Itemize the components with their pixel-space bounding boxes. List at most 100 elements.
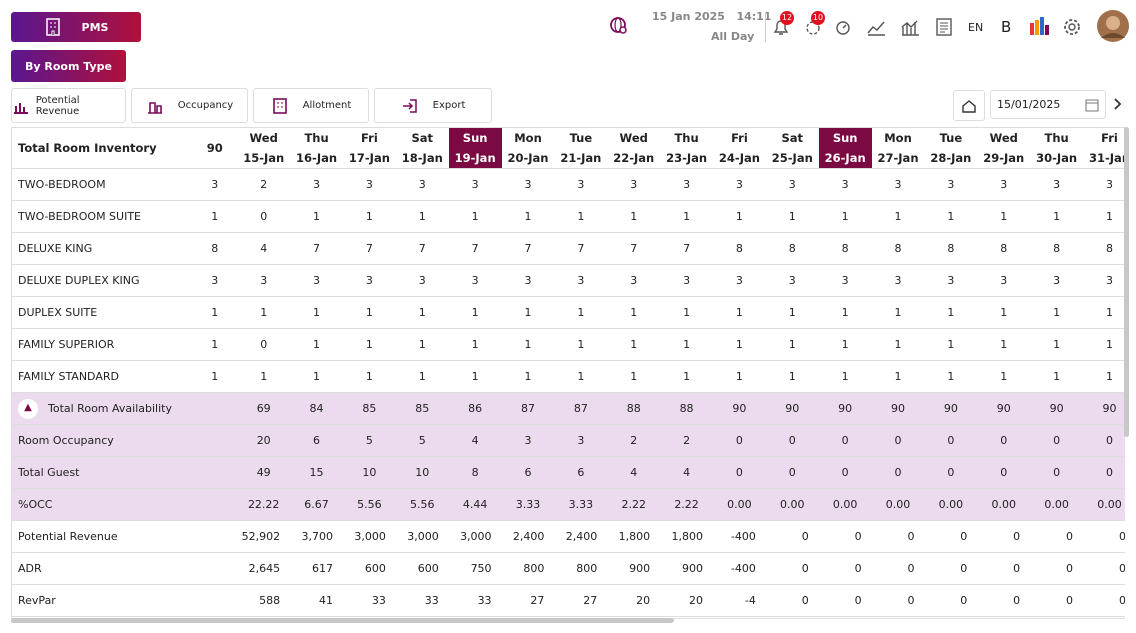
cell: 0.00 — [977, 488, 1031, 521]
cell: 6 — [554, 456, 608, 489]
v-scrollbar[interactable] — [1124, 127, 1129, 437]
header-row: Total Room Inventory 90 Wed 15-Jan Thu 16-Jan… — [12, 128, 1125, 169]
cell: 3 — [607, 168, 661, 201]
cell: 90 — [713, 392, 766, 425]
cell: 1 — [290, 296, 343, 329]
app-label: PMS — [81, 20, 109, 34]
cell: 1 — [1030, 200, 1084, 233]
header-total: 90 — [192, 128, 238, 169]
row-label: Potential Revenue — [12, 520, 238, 553]
time: 14:11 — [736, 10, 772, 23]
weekday: Thu — [1044, 131, 1069, 145]
cell: 7 — [501, 232, 555, 265]
day-header: Sat 25-Jan — [765, 128, 819, 169]
globe-icon[interactable] — [608, 15, 630, 37]
cell: 0 — [818, 520, 872, 553]
cell: 7 — [448, 232, 502, 265]
cell: 1 — [554, 200, 608, 233]
cell: 3 — [448, 168, 502, 201]
cell: 1 — [765, 200, 819, 233]
cell: 1 — [1083, 200, 1125, 233]
cell: 3 — [977, 168, 1031, 201]
room-row: FAMILY SUPERIOR 1 0 1 1 1 1 1 1 1 1 1 1 1 1 1 1 1 1 — [12, 328, 1125, 361]
chart-icon[interactable] — [900, 17, 920, 37]
next-button[interactable] — [1112, 97, 1124, 111]
toolbar-button[interactable]: Allotment — [253, 88, 369, 123]
cell: 7 — [395, 232, 449, 265]
collapse-button[interactable]: ▲ — [18, 398, 38, 419]
cell: 0 — [818, 584, 872, 617]
cell: 20 — [607, 584, 661, 617]
palette-icon[interactable] — [1028, 15, 1050, 37]
cell: 0 — [765, 456, 819, 489]
cell: 84 — [290, 392, 343, 425]
hotel-icon — [45, 18, 60, 36]
date: 20-Jan — [507, 151, 549, 165]
cell: 1 — [660, 328, 713, 361]
summary-row: ▲ Total Room Availability 69 84 85 85 86 87 87 88… — [12, 392, 1125, 425]
cell: 85 — [395, 392, 449, 425]
h-scrollbar[interactable] — [11, 618, 674, 623]
cell: 2,400 — [501, 520, 555, 553]
toolbar-button[interactable]: Occupancy — [131, 88, 248, 123]
cell: 3 — [713, 168, 766, 201]
date-input[interactable]: 15/01/2025 — [990, 90, 1106, 119]
language[interactable]: EN — [968, 21, 984, 34]
cell: 0 — [977, 584, 1031, 617]
cell: 0 — [871, 520, 925, 553]
cell: 1 — [765, 360, 819, 393]
cell: 8 — [1030, 232, 1084, 265]
date: 28-Jan — [930, 151, 972, 165]
report-icon[interactable] — [934, 17, 954, 37]
avatar[interactable] — [1097, 10, 1129, 42]
app-button[interactable]: PMS — [11, 12, 141, 42]
cell: 900 — [660, 552, 713, 585]
cell: 4 — [660, 456, 713, 489]
date: 31-Jan — [1089, 151, 1125, 165]
cell: 0.00 — [871, 488, 925, 521]
weekday: Sat — [781, 131, 804, 145]
cell: 1 — [342, 200, 396, 233]
user-initial[interactable]: B — [1001, 18, 1012, 36]
cell: 1 — [342, 328, 396, 361]
cell: 0 — [1083, 520, 1125, 553]
cell: 1 — [818, 296, 872, 329]
calendar-icon — [1085, 99, 1099, 111]
day-header: Mon 27-Jan — [871, 128, 925, 169]
gauge-icon[interactable] — [834, 17, 852, 37]
settings-icon[interactable] — [1062, 17, 1082, 37]
cell: 0 — [765, 552, 819, 585]
cell: 3 — [501, 264, 555, 297]
btn-icon — [14, 102, 28, 114]
room-row: TWO-BEDROOM SUITE 1 0 1 1 1 1 1 1 1 1 1 1 1 1 1 1 1 1 — [12, 200, 1125, 233]
weekday: Sun — [832, 131, 858, 145]
row-label-cell: %OCC — [12, 488, 238, 521]
notification-badge: 12 — [780, 11, 794, 25]
summary-row: Room Occupancy 20 6 5 5 4 3 3 2 2 0 0 0 0 0 0 0 0 — [12, 424, 1125, 457]
cell: 90 — [818, 392, 872, 425]
btn-label: Potential Revenue — [35, 94, 80, 117]
cell: 52,902 — [237, 520, 291, 553]
cell: 1 — [395, 360, 449, 393]
btn-icon — [402, 98, 417, 113]
row-label-cell: Room Occupancy — [12, 424, 238, 457]
cell: 1 — [713, 296, 766, 329]
toolbar-button[interactable]: Potential Revenue — [11, 88, 126, 123]
cell: 1 — [924, 200, 978, 233]
day-header: Wed 29-Jan — [977, 128, 1031, 169]
room-row: DELUXE DUPLEX KING 3 3 3 3 3 3 3 3 3 3 3 3 3 3 3 3 3 3 — [12, 264, 1125, 297]
cell: 1 — [660, 296, 713, 329]
trend-icon[interactable] — [866, 17, 886, 37]
cell: 3 — [977, 264, 1031, 297]
row-total: 1 — [192, 200, 238, 233]
cell: 1 — [660, 360, 713, 393]
cell: 1 — [713, 200, 766, 233]
home-button[interactable] — [953, 90, 985, 121]
cell: 1 — [290, 328, 343, 361]
view-button[interactable]: By Room Type — [11, 50, 126, 82]
toolbar-button[interactable]: Export — [374, 88, 492, 123]
cell: 90 — [977, 392, 1031, 425]
cell: 1 — [713, 360, 766, 393]
cell: 3,000 — [342, 520, 396, 553]
